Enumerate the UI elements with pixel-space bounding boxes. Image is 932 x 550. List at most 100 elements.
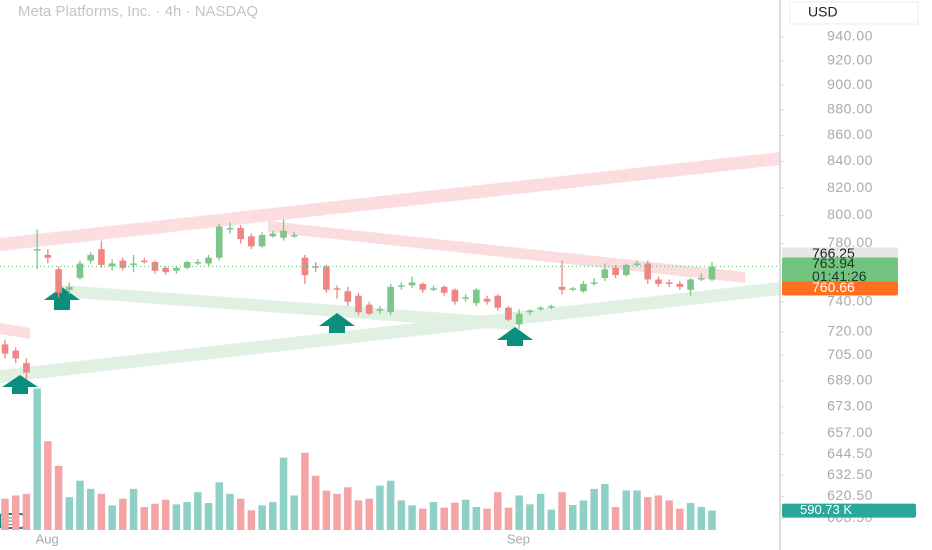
volume-bar xyxy=(183,502,191,530)
candle-body xyxy=(65,286,73,290)
y-tick-label: 673.00 xyxy=(827,397,873,413)
price-badge-label: 766.25 xyxy=(812,245,855,261)
volume-bar xyxy=(236,498,245,530)
candle-body xyxy=(355,295,362,313)
volume-bar xyxy=(279,457,288,530)
y-tick-label: 900.00 xyxy=(827,76,873,92)
candle-body xyxy=(108,263,116,267)
candle-body xyxy=(130,263,137,265)
candle-body xyxy=(601,269,609,279)
volume-bar xyxy=(494,492,502,530)
volume-bar xyxy=(504,507,513,530)
volume-bar xyxy=(151,503,159,530)
volume-bar xyxy=(515,495,523,530)
volume-bar xyxy=(194,492,202,530)
candle-body xyxy=(1,344,9,354)
candle-body xyxy=(419,283,427,290)
volume-bar xyxy=(22,493,31,530)
candle-body xyxy=(140,260,148,263)
candle-body xyxy=(12,350,20,359)
volume-bar xyxy=(333,493,341,530)
chart-title: Meta Platforms, Inc. · 4h · NASDAQ xyxy=(18,3,258,20)
candle-body xyxy=(633,263,641,265)
volume-bar xyxy=(97,493,106,530)
volume-bar xyxy=(204,503,213,530)
volume-bar xyxy=(129,488,138,530)
candle-body xyxy=(33,249,41,251)
candle-body xyxy=(483,298,491,302)
volume-bar xyxy=(708,510,716,530)
candle-body xyxy=(440,286,448,293)
candle-body xyxy=(676,283,684,287)
candle-body xyxy=(708,266,716,280)
volume-bar xyxy=(461,499,470,530)
drawings xyxy=(0,152,780,383)
volume-bar xyxy=(429,502,438,530)
resistance-channel xyxy=(0,152,780,251)
candle-body xyxy=(215,226,223,258)
volume-bar xyxy=(611,506,620,530)
volume-bar xyxy=(590,488,598,530)
candle-body xyxy=(98,249,105,265)
candle-body xyxy=(451,289,459,302)
candle-body xyxy=(365,304,373,314)
volume-bar xyxy=(33,388,41,530)
y-tick-label: 740.00 xyxy=(827,292,873,308)
y-tick-label: 705.00 xyxy=(827,346,873,362)
y-tick-label: 920.00 xyxy=(827,52,873,68)
candle-body xyxy=(333,288,341,290)
volume-bar xyxy=(54,465,63,530)
candle-body xyxy=(226,227,234,230)
volume-bar xyxy=(290,495,298,530)
y-tick-label: 780.00 xyxy=(827,234,873,250)
candle-body xyxy=(194,262,202,264)
volume-bar xyxy=(643,497,652,530)
candle-body xyxy=(151,262,159,271)
arrows xyxy=(2,287,533,394)
volume-bar xyxy=(322,490,331,530)
candle-body xyxy=(312,266,319,268)
y-tick-label: 940.00 xyxy=(827,28,873,44)
volume-bar xyxy=(547,509,556,530)
volume-badge-label: 590.73 K xyxy=(800,502,852,517)
candle-body xyxy=(655,279,662,284)
volume-bar xyxy=(226,493,234,530)
candle-body xyxy=(205,257,212,264)
candle-body xyxy=(44,254,52,258)
candle-body xyxy=(23,363,30,373)
candle-body xyxy=(398,285,405,287)
candle-body xyxy=(505,307,512,320)
candle-body xyxy=(665,282,673,284)
volume-bar xyxy=(579,500,588,530)
candle-body xyxy=(473,289,480,304)
x-tick-label: Aug xyxy=(36,531,59,546)
volume-bar xyxy=(633,490,641,530)
y-tick-label: 720.00 xyxy=(827,323,873,339)
price-badge-label: 760.66 xyxy=(812,279,855,295)
candle-body xyxy=(290,234,298,237)
arrow-up xyxy=(497,327,533,346)
y-tick-label: 860.00 xyxy=(827,126,873,142)
support-channel xyxy=(0,282,780,383)
candle-body xyxy=(258,234,266,247)
volume-bar xyxy=(536,493,545,530)
y-tick-label: 800.00 xyxy=(827,206,873,222)
volume-bar xyxy=(419,508,427,530)
candle-body xyxy=(569,288,577,290)
currency-box xyxy=(789,1,919,25)
candle-body xyxy=(323,266,330,290)
y-tick-label: 689.00 xyxy=(827,371,873,387)
candle-body xyxy=(237,227,244,240)
price-badge xyxy=(782,257,898,284)
volume-bar xyxy=(686,503,695,530)
volume-bar xyxy=(451,502,459,530)
candle-body xyxy=(280,230,287,238)
countdown: 01:41:26 xyxy=(812,268,867,284)
volume-bar xyxy=(654,495,663,530)
volume xyxy=(1,388,716,530)
y-tick-label: 644.50 xyxy=(827,445,873,461)
currency: USD xyxy=(808,4,838,20)
volume-bar xyxy=(568,505,577,530)
